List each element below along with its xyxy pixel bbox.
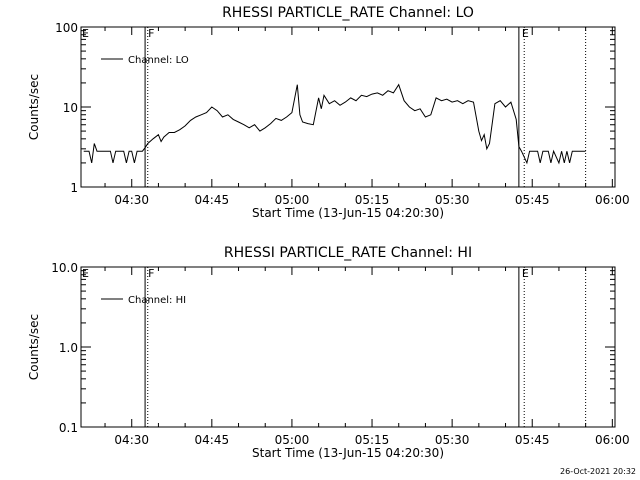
event-marker-label: E — [522, 27, 529, 40]
x-axis-label: Start Time (13-Jun-15 04:20:30) — [252, 446, 444, 460]
plot-frame — [80, 26, 616, 188]
event-marker-label: F — [148, 27, 154, 40]
x-tick-label: 05:00 — [275, 433, 310, 447]
edge-marker-label: E — [82, 27, 89, 40]
y-axis-label: Counts/sec — [27, 314, 41, 380]
x-tick-label: 05:30 — [435, 433, 470, 447]
y-tick-label: 1 — [70, 181, 78, 195]
plot-frame — [80, 266, 616, 428]
x-tick-label: 04:45 — [195, 433, 230, 447]
x-tick-label: 04:30 — [114, 193, 149, 207]
x-tick-label: 05:30 — [435, 193, 470, 207]
generation-timestamp: 26-Oct-2021 20:32 — [560, 467, 636, 476]
x-tick-label: 06:00 — [595, 193, 630, 207]
y-tick-label: 1.0 — [59, 341, 78, 355]
legend-entry-label: Channel: LO — [128, 55, 189, 66]
event-marker-label: E — [522, 267, 529, 280]
series-line-channel-lo — [83, 83, 586, 165]
x-tick-label: 04:45 — [195, 193, 230, 207]
x-tick-label: 05:15 — [355, 433, 390, 447]
y-tick-label: 0.1 — [59, 421, 78, 435]
hi-channel-chart: RHESSI PARTICLE_RATE Channel: HI 0.1 1.0 10… — [27, 245, 630, 460]
chart-title: RHESSI PARTICLE_RATE Channel: LO — [222, 5, 474, 21]
y-tick-label: 10 — [63, 101, 78, 115]
x-axis-label: Start Time (13-Jun-15 04:20:30) — [252, 206, 444, 220]
x-tick-label: 05:45 — [515, 193, 550, 207]
y-tick-label: 100 — [55, 21, 78, 35]
x-tick-label: 05:00 — [275, 193, 310, 207]
x-tick-label: 05:45 — [515, 433, 550, 447]
chart-title: RHESSI PARTICLE_RATE Channel: HI — [224, 245, 472, 261]
y-tick-label: 10.0 — [51, 261, 78, 275]
x-tick-label: 04:30 — [114, 433, 149, 447]
y-axis-label: Counts/sec — [27, 74, 41, 140]
event-marker-label: F — [148, 267, 154, 280]
edge-marker-label: E — [82, 267, 89, 280]
x-tick-label: 05:15 — [355, 193, 390, 207]
x-tick-label: 06:00 — [595, 433, 630, 447]
lo-channel-chart: RHESSI PARTICLE_RATE Channel: LO 1 10 100 04… — [27, 5, 630, 220]
legend-entry-label: Channel: HI — [128, 295, 186, 306]
